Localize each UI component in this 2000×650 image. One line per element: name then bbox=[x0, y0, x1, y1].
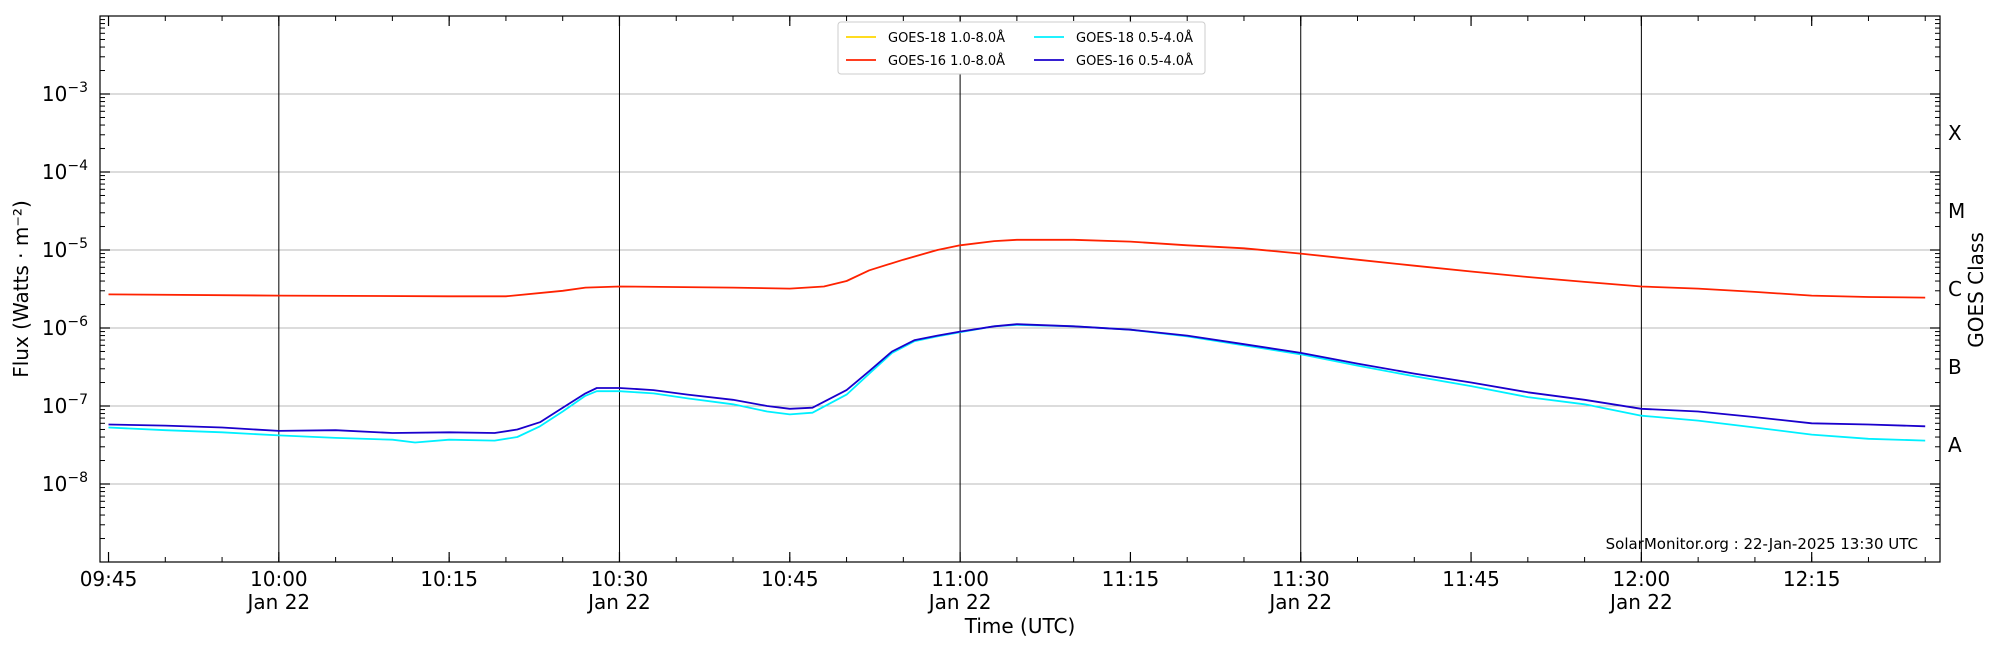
x-tick-date-label: Jan 22 bbox=[1267, 590, 1332, 614]
x-tick-label: 12:15 bbox=[1783, 567, 1841, 591]
y-tick-label: 10−7 bbox=[42, 392, 88, 418]
y-tick-label: 10−8 bbox=[42, 470, 88, 496]
legend: GOES-18 1.0-8.0Å GOES-16 1.0-8.0Å GOES-18 … bbox=[837, 21, 1206, 75]
y-tick-label: 10−4 bbox=[42, 158, 88, 184]
x-tick-label: 11:00 bbox=[931, 567, 989, 591]
x-tick-label: 12:00 bbox=[1613, 567, 1671, 591]
legend-label-3: GOES-18 0.5-4.0Å bbox=[1076, 30, 1193, 46]
credit-text: SolarMonitor.org : 22-Jan-2025 13:30 UTC bbox=[1606, 535, 1918, 553]
x-tick-date-label: Jan 22 bbox=[927, 590, 992, 614]
y-tick-label: 10−5 bbox=[42, 236, 88, 262]
x-tick-label: 11:45 bbox=[1442, 567, 1500, 591]
legend-label-1: GOES-18 1.0-8.0Å bbox=[888, 30, 1005, 46]
series-layer bbox=[108, 238, 1926, 444]
goes-class-label-b: B bbox=[1948, 355, 1962, 379]
day-marker-lines bbox=[278, 16, 1642, 562]
x-tick-date-label: Jan 22 bbox=[1608, 590, 1673, 614]
series-line-3 bbox=[108, 323, 1926, 434]
legend-box bbox=[837, 21, 1206, 75]
x-tick-label: 10:00 bbox=[250, 567, 308, 591]
x-tick-label: 10:15 bbox=[420, 567, 478, 591]
x-tick-label: 09:45 bbox=[80, 567, 138, 591]
x-tick-label: 11:15 bbox=[1102, 567, 1160, 591]
goes-class-label-c: C bbox=[1948, 277, 1962, 301]
x-tick-label: 10:45 bbox=[761, 567, 819, 591]
legend-label-4: GOES-16 0.5-4.0Å bbox=[1076, 53, 1193, 69]
goes-class-axis-label: GOES Class bbox=[1964, 232, 1988, 348]
plot-frame bbox=[99, 15, 1941, 563]
x-tick-label: 10:30 bbox=[591, 567, 649, 591]
legend-label-2: GOES-16 1.0-8.0Å bbox=[888, 53, 1005, 69]
x-axis-label: Time (UTC) bbox=[964, 614, 1076, 638]
grid-layer bbox=[100, 93, 1940, 485]
x-tick-label: 11:30 bbox=[1272, 567, 1330, 591]
x-tick-date-label: Jan 22 bbox=[586, 590, 651, 614]
y-tick-label: 10−6 bbox=[42, 314, 88, 340]
goes-class-label-m: M bbox=[1948, 199, 1965, 223]
goes-class-label-a: A bbox=[1948, 433, 1962, 457]
y-axis-label: Flux (Watts · m⁻²) bbox=[9, 200, 33, 378]
y-tick-label: 10−3 bbox=[42, 80, 88, 106]
series-line-1 bbox=[108, 238, 1926, 299]
goes-class-label-x: X bbox=[1948, 121, 1962, 145]
series-line-2 bbox=[108, 323, 1926, 444]
x-tick-date-label: Jan 22 bbox=[246, 590, 311, 614]
